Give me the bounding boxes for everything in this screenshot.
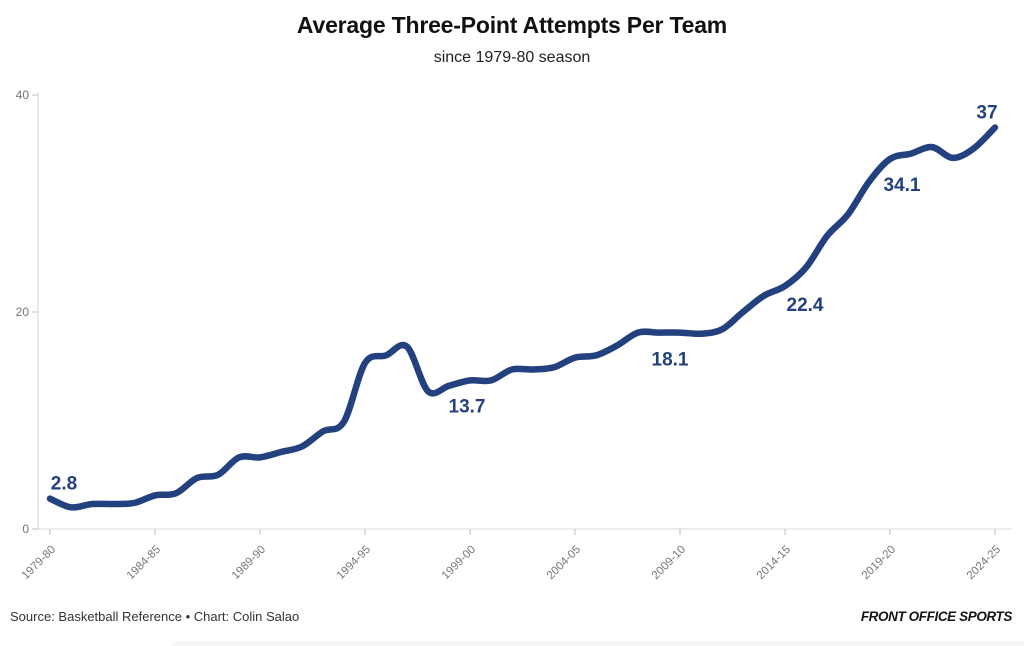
chart-title: Average Three-Point Attempts Per Team [296,12,728,38]
chart-footer: Source: Basketball Reference • Chart: Co… [10,609,1012,624]
x-axis-tick-label: 1979-80 [20,544,58,582]
data-point-label: 22.4 [787,295,824,316]
x-axis-tick-label: 1989-90 [230,544,268,582]
y-axis-tick-label: 20 [16,305,30,319]
y-axis-tick-label: 0 [22,522,29,536]
x-axis-tick-label: 1999-00 [440,544,478,582]
x-axis-tick-label: 1994-95 [335,544,373,582]
chart-subtitle: since 1979-80 season [433,49,591,66]
y-axis-tick-label: 40 [16,88,30,102]
x-axis-tick-label: 2019-20 [860,544,898,582]
data-point-label: 34.1 [884,175,921,196]
x-axis-tick-label: 2004-05 [545,544,583,582]
x-axis-tick-label: 2014-15 [755,544,793,582]
x-axis-tick-label: 1984-85 [125,544,163,582]
data-point-label: 18.1 [652,350,689,371]
series-line [46,124,999,511]
brand-logo: FRONT OFFICE SPORTS [860,609,1013,624]
x-axis-tick-label: 2024-25 [965,544,1003,582]
axis-line [37,92,1012,530]
bottom-strip [172,641,1024,646]
data-point-label: 2.8 [51,474,77,495]
source-credit: Source: Basketball Reference • Chart: Co… [10,609,300,624]
data-point-label: 37 [976,103,997,124]
x-axis-tick-label: 2009-10 [650,544,688,582]
data-point-label: 13.7 [449,396,486,417]
